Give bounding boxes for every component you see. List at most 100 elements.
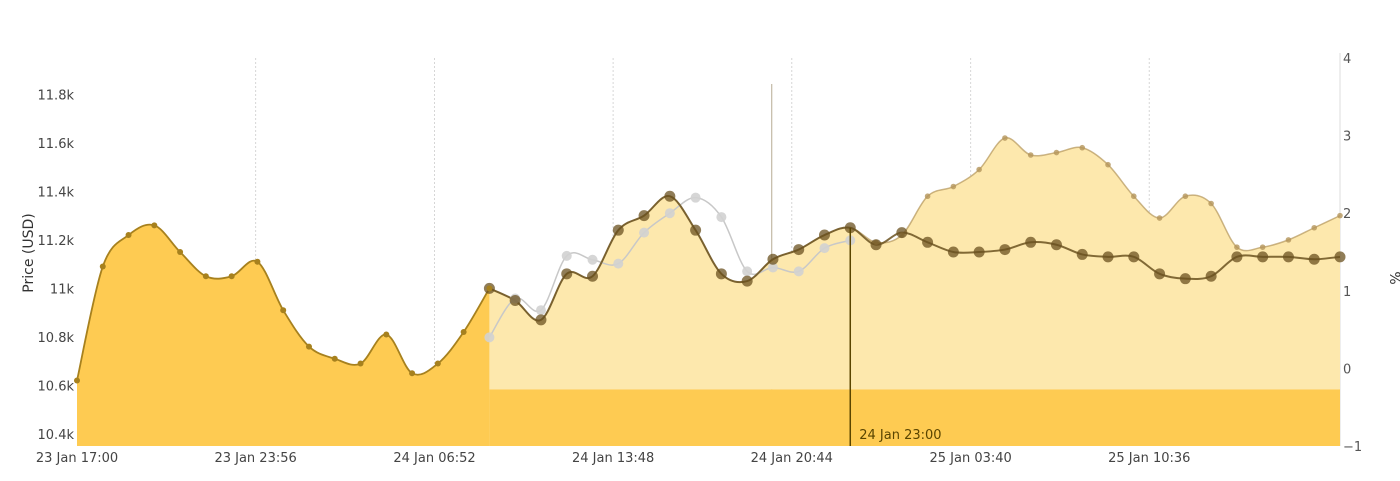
now-marker-layer: 24 Jan 23:00	[849, 227, 942, 446]
forecast-price-point	[1308, 253, 1320, 265]
y-left-tick-label: 11.4k	[38, 185, 75, 200]
y-axis-right-title: %	[1386, 271, 1400, 284]
actual-price-area	[77, 224, 490, 446]
forecast-price-line	[488, 195, 1341, 322]
forecast-upper-point	[1002, 135, 1008, 141]
forecast-upper-point	[1130, 193, 1137, 200]
percent-point	[639, 227, 650, 238]
forecast-price-point	[870, 239, 882, 251]
x-tick-label: 24 Jan 06:52	[393, 451, 475, 466]
forecast-price-point	[1050, 239, 1062, 251]
forecast-upper-point	[1079, 144, 1086, 151]
percent-point	[742, 266, 753, 277]
forecast-price-point	[767, 253, 779, 265]
y-right-tick-label: −1	[1343, 440, 1362, 455]
data-point-layer	[74, 135, 1346, 384]
forecast-upper-point	[1182, 193, 1189, 200]
percent-point	[535, 305, 546, 316]
actual-price-point	[305, 343, 312, 350]
forecast-price-point	[509, 295, 521, 306]
forecast-upper-point	[976, 166, 982, 173]
forecast-price-point	[535, 314, 547, 326]
forecast-upper-point	[1311, 224, 1318, 231]
y-left-tick-label: 11.6k	[38, 137, 75, 152]
actual-price-point	[280, 307, 287, 314]
forecast-band-area	[489, 137, 1340, 390]
actual-price-point	[383, 331, 390, 338]
actual-price-point	[151, 222, 158, 229]
y-right-tick-label: 3	[1343, 130, 1351, 145]
actual-price-point	[99, 263, 106, 270]
forecast-price-point	[741, 275, 753, 287]
forecast-price-point	[922, 236, 934, 248]
x-tick-label: 25 Jan 03:40	[929, 451, 1011, 466]
now-marker-label: 24 Jan 23:00	[859, 428, 941, 443]
forecast-price-point	[1282, 251, 1294, 263]
x-tick-label: 25 Jan 10:36	[1108, 451, 1190, 466]
forecast-price-point	[1102, 251, 1114, 263]
forecast-price-point	[947, 246, 959, 258]
percent-point	[793, 266, 804, 277]
actual-price-point	[74, 377, 80, 384]
actual-price-point	[125, 232, 132, 239]
forecast-price-point	[587, 270, 599, 282]
forecast-upper-point	[1105, 161, 1111, 168]
x-tick-label: 24 Jan 13:48	[572, 451, 654, 466]
actual-price-point	[177, 249, 184, 255]
percent-point	[819, 243, 830, 254]
percent-point	[767, 262, 778, 273]
actual-price-point	[486, 285, 493, 292]
y-right-tick-label: 1	[1343, 285, 1351, 300]
forecast-price-point	[1179, 273, 1191, 285]
forecast-upper-point	[1208, 200, 1214, 207]
percent-point	[587, 254, 598, 265]
forecast-upper-point	[1234, 244, 1240, 250]
forecast-base-strip	[489, 389, 1340, 446]
forecast-price-point	[999, 244, 1011, 256]
y-right-tick-label: 2	[1343, 207, 1351, 222]
forecast-price-point	[818, 229, 830, 241]
y-axis-left-title: Price (USD)	[21, 213, 37, 292]
forecast-price-point	[896, 227, 908, 239]
actual-price-point	[228, 273, 235, 280]
actual-price-point	[409, 370, 416, 377]
percent-point	[664, 208, 675, 219]
percent-point	[613, 258, 624, 269]
forecast-price-point	[638, 210, 650, 222]
percent-point	[561, 250, 572, 261]
forecast-upper-point	[1053, 149, 1060, 156]
actual-price-point	[460, 329, 467, 336]
percent-point	[484, 332, 495, 343]
y-left-tick-label: 10.4k	[38, 428, 75, 443]
forecast-price-point	[612, 224, 624, 236]
forecast-price-point	[1334, 251, 1346, 263]
forecast-upper-point	[924, 193, 931, 200]
forecast-upper-point	[1285, 237, 1292, 243]
actual-price-point	[434, 360, 441, 367]
forecast-price-point	[1154, 268, 1166, 280]
forecast-price-point	[1231, 251, 1243, 263]
forecast-price-point	[664, 190, 676, 202]
y-left-tick-label: 11k	[50, 282, 75, 297]
x-tick-label: 23 Jan 23:56	[214, 451, 296, 466]
forecast-price-point	[1128, 251, 1140, 263]
y-right-tick-label: 0	[1343, 362, 1351, 377]
forecast-price-point	[793, 244, 805, 256]
y-left-tick-label: 10.6k	[38, 379, 75, 394]
forecast-price-point	[1257, 251, 1269, 263]
forecast-price-point	[1205, 270, 1217, 282]
percent-point	[690, 192, 701, 203]
actual-price-point	[202, 273, 209, 280]
y-right-tick-label: 4	[1343, 52, 1351, 67]
actual-price-point	[254, 258, 261, 265]
forecast-price-point	[690, 224, 702, 236]
area-fill-layer	[77, 137, 1340, 446]
forecast-price-point	[715, 268, 727, 280]
forecast-price-point	[1025, 236, 1037, 248]
forecast-price-point	[973, 246, 985, 258]
y-left-tick-label: 11.2k	[38, 234, 75, 249]
percent-point	[716, 212, 727, 223]
actual-price-point	[357, 360, 364, 367]
